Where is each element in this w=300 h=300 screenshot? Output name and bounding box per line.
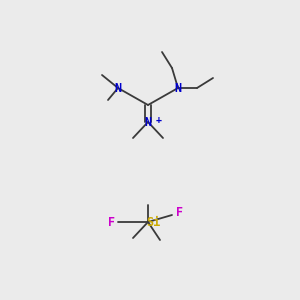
Text: N: N (114, 82, 122, 94)
Text: F: F (176, 206, 184, 220)
Text: N: N (144, 116, 152, 128)
Text: +: + (156, 115, 162, 125)
Text: N: N (174, 82, 182, 94)
Text: Si: Si (146, 215, 160, 229)
Text: F: F (108, 215, 116, 229)
